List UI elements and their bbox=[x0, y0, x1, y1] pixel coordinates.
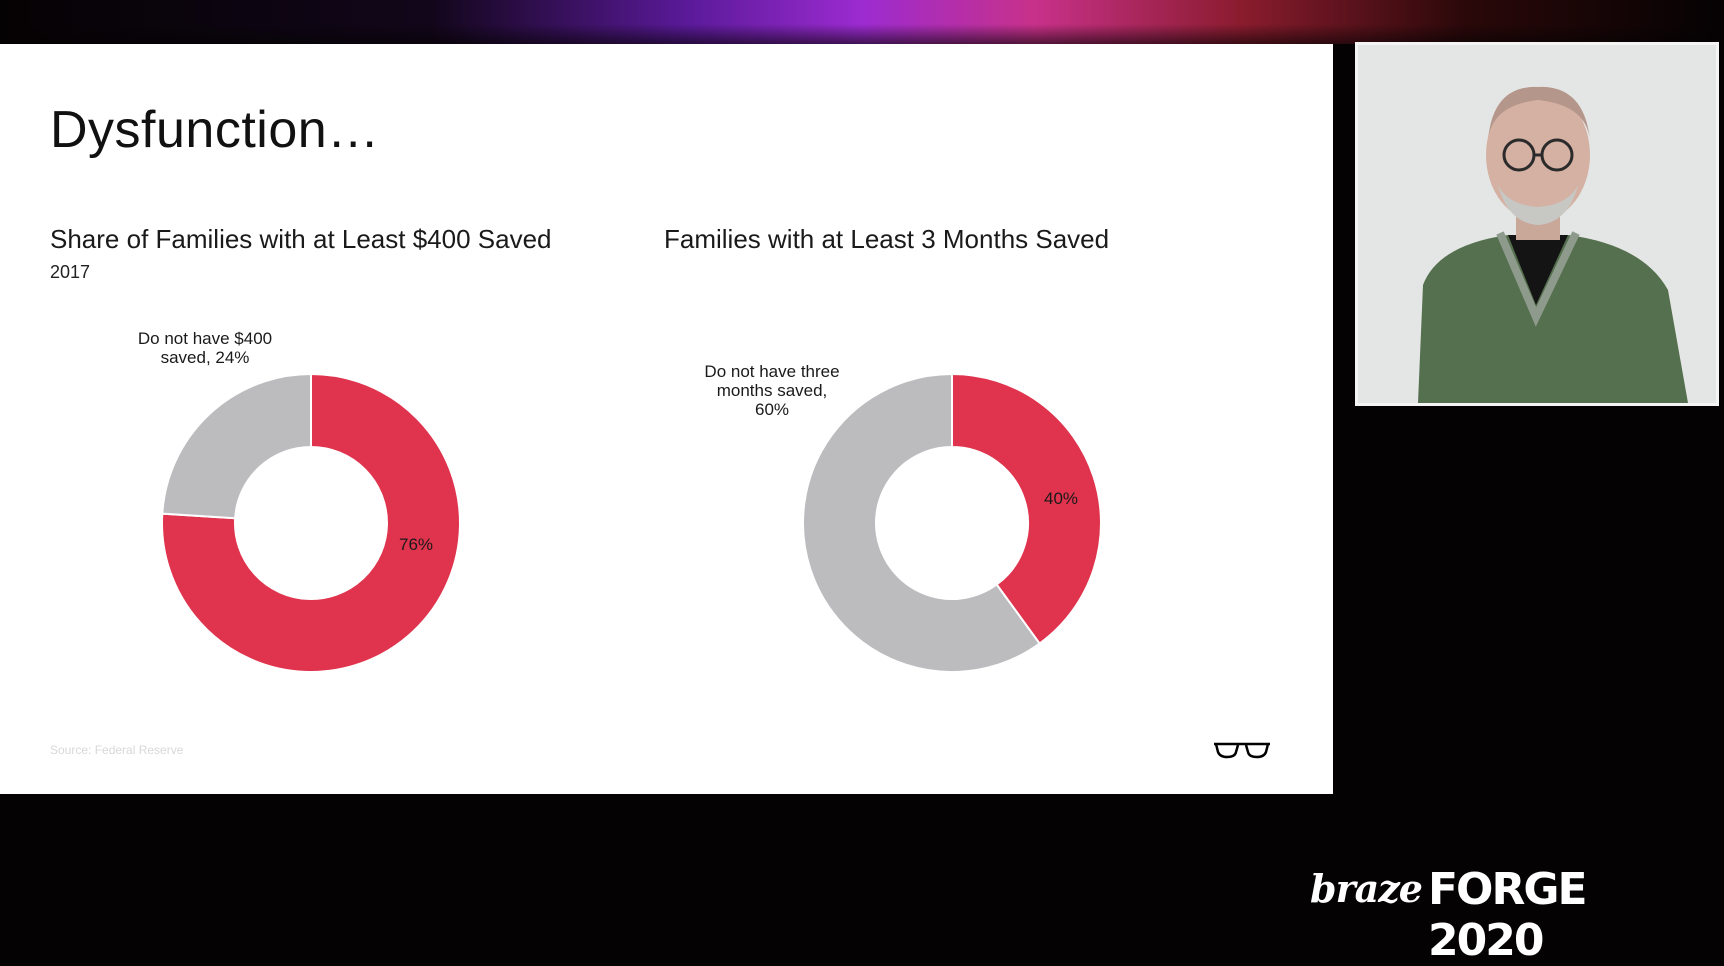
chart-2-slice-label: Do not have three months saved, 60% bbox=[704, 362, 839, 419]
source-note: Source: Federal Reserve bbox=[50, 743, 184, 757]
presenter-webcam bbox=[1355, 42, 1719, 406]
glasses-icon bbox=[1214, 742, 1270, 759]
chart-2-slice-2 bbox=[802, 372, 1041, 673]
top-banner bbox=[0, 0, 1724, 44]
chart-1-slice-2 bbox=[161, 372, 312, 520]
chart-1-title: Share of Families with at Least $400 Sav… bbox=[50, 224, 552, 254]
braze-logo: braze bbox=[1310, 866, 1423, 911]
chart-1-subtitle: 2017 bbox=[50, 262, 91, 282]
chart-2-slice-1 bbox=[951, 372, 1102, 645]
presentation-slide: Dysfunction… Share of Families with at L… bbox=[0, 44, 1333, 794]
chart-2-data-label: 40% bbox=[1044, 489, 1078, 508]
chart-2-title: Families with at Least 3 Months Saved bbox=[664, 224, 1110, 254]
chart-1-slice-1 bbox=[161, 372, 461, 673]
donut-charts: 76% Do not have $400 saved, 24% 40% Do not h… bbox=[138, 329, 1102, 673]
presenter-video bbox=[1358, 45, 1716, 403]
chart-1-slice-label: Do not have $400 saved, 24% bbox=[138, 329, 272, 367]
forge-2020-logo: FORGE 2020 bbox=[1428, 864, 1588, 966]
slide-title: Dysfunction… bbox=[50, 101, 380, 159]
event-branding: braze FORGE 2020 bbox=[1310, 864, 1700, 966]
chart-1-data-label: 76% bbox=[399, 535, 433, 554]
